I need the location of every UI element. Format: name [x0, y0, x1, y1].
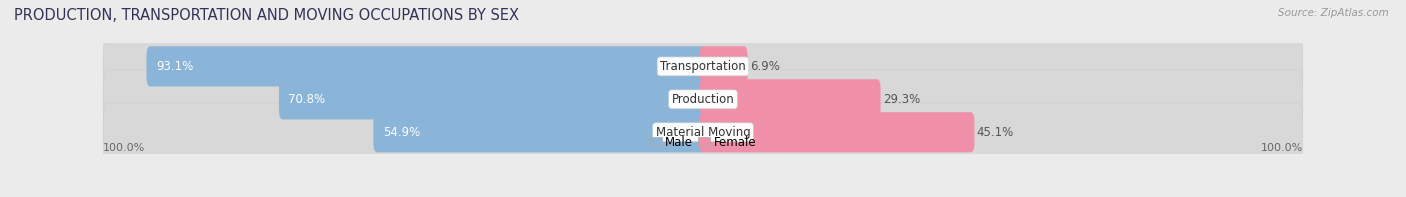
Text: 100.0%: 100.0%: [103, 143, 145, 153]
Text: PRODUCTION, TRANSPORTATION AND MOVING OCCUPATIONS BY SEX: PRODUCTION, TRANSPORTATION AND MOVING OC…: [14, 8, 519, 23]
FancyBboxPatch shape: [699, 79, 880, 119]
FancyBboxPatch shape: [699, 46, 748, 86]
Text: 100.0%: 100.0%: [1261, 143, 1303, 153]
Text: 6.9%: 6.9%: [749, 60, 780, 73]
Text: Material Moving: Material Moving: [655, 126, 751, 139]
FancyBboxPatch shape: [699, 112, 974, 152]
FancyBboxPatch shape: [103, 37, 1303, 96]
Legend: Male, Female: Male, Female: [645, 131, 761, 153]
Text: 93.1%: 93.1%: [156, 60, 193, 73]
FancyBboxPatch shape: [374, 112, 707, 152]
FancyBboxPatch shape: [103, 103, 1303, 162]
Text: Source: ZipAtlas.com: Source: ZipAtlas.com: [1278, 8, 1389, 18]
FancyBboxPatch shape: [103, 70, 1303, 129]
Text: 70.8%: 70.8%: [288, 93, 326, 106]
Text: 29.3%: 29.3%: [883, 93, 920, 106]
Text: Transportation: Transportation: [661, 60, 745, 73]
Text: 54.9%: 54.9%: [382, 126, 420, 139]
Text: 45.1%: 45.1%: [977, 126, 1014, 139]
FancyBboxPatch shape: [278, 79, 707, 119]
FancyBboxPatch shape: [146, 46, 707, 86]
Text: Production: Production: [672, 93, 734, 106]
